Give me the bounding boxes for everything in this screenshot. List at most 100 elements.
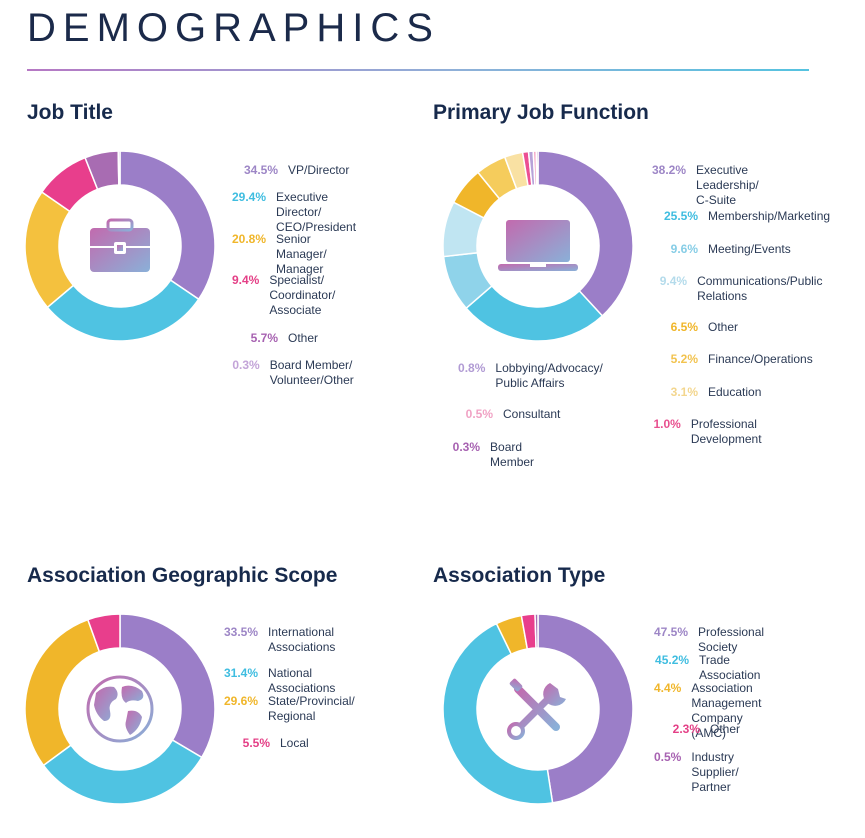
donut-chart-geographic-scope (24, 613, 216, 805)
legend-percent: 34.5% (243, 163, 278, 177)
donut-slice-vp-director (119, 150, 216, 301)
donut-slice-international-associations (119, 613, 216, 759)
legend-label: Professional Society (698, 625, 765, 654)
legend-percent: 9.4% (232, 273, 260, 287)
legend-item-professional-society: 47.5% Professional Society (654, 625, 776, 655)
donut-slice-national-associations (42, 739, 203, 805)
legend-label: Trade Association (699, 653, 761, 682)
legend-label: Lobbying/Advocacy/ Public Affairs (495, 361, 603, 390)
donut-chart-job-title (24, 150, 216, 342)
donut-slice-industry-supplier-partner (534, 613, 539, 649)
legend-item-international-associations: 33.5% International Associations (224, 625, 347, 655)
legend-label: Meeting/Events (708, 242, 791, 256)
legend-percent: 6.5% (670, 320, 698, 334)
legend-item-vp-director: 34.5% VP/Director (232, 163, 349, 178)
title-divider (27, 69, 809, 71)
legend-item-communications-public-relations: 9.4% Communications/Public Relations (652, 274, 833, 304)
legend-item-national-associations: 31.4% National Associations (224, 666, 347, 696)
legend-percent: 5.7% (250, 331, 278, 345)
legend-item-state-provincial-regional: 29.6% State/Provincial/ Regional (224, 694, 367, 724)
legend-item-senior-manager-manager: 20.8% Senior Manager/ Manager (232, 232, 339, 277)
legend-item-lobbying-advocacy-public-affairs: 0.8% Lobbying/Advocacy/ Public Affairs (447, 361, 610, 391)
legend-label: Other (708, 320, 739, 334)
legend-percent: 0.5% (654, 750, 682, 764)
legend-label: VP/Director (288, 163, 350, 177)
legend-percent: 5.5% (242, 736, 270, 750)
legend-label: Professional Development (690, 417, 762, 446)
legend-item-finance-operations: 5.2% Finance/Operations (652, 352, 813, 367)
legend-item-other: 5.7% Other (232, 331, 318, 346)
legend-label: Executive Director/ CEO/President (276, 190, 357, 234)
legend-item-board-member-volunteer-other: 0.3% Board Member/ Volunteer/Other (232, 358, 372, 388)
legend-item-trade-association: 45.2% Trade Association (654, 653, 771, 683)
legend-label: Membership/Marketing (708, 209, 831, 223)
legend-label: National Associations (268, 666, 336, 695)
legend-item-local: 5.5% Local (224, 736, 309, 751)
chart-title-association-type: Association Type (433, 564, 606, 587)
legend-label: Board Member/ Volunteer/Other (269, 358, 354, 387)
legend-percent: 4.4% (654, 681, 682, 695)
legend-label: State/Provincial/ Regional (268, 694, 355, 723)
legend-percent: 0.5% (465, 407, 493, 421)
chart-title-job-title: Job Title (27, 101, 113, 124)
legend-item-meeting-events: 9.6% Meeting/Events (652, 242, 791, 257)
legend-label: Senior Manager/ Manager (276, 232, 327, 276)
legend-percent: 38.2% (652, 163, 687, 177)
donut-slice-board-member-volunteer-other (117, 150, 121, 186)
legend-label: Executive Leadership/ C-Suite (696, 163, 759, 207)
page-title: DEMOGRAPHICS (27, 6, 440, 50)
donut-slice-trade-association (442, 622, 554, 805)
legend-item-membership-marketing: 25.5% Membership/Marketing (652, 209, 830, 224)
legend-percent: 0.3% (452, 440, 481, 454)
legend-item-professional-development: 1.0% Professional Development (652, 417, 779, 447)
legend-percent: 25.5% (663, 209, 698, 223)
legend-item-executive-leadership-c-suite: 38.2% Executive Leadership/ C-Suite (652, 163, 771, 208)
legend-percent: 1.0% (653, 417, 681, 431)
legend-item-board-member: 0.3% Board Member (447, 440, 547, 470)
donut-slice-board-member (535, 150, 539, 186)
donut-slice-local (86, 613, 121, 653)
donut-slice-executive-leadership-c-suite (537, 150, 634, 317)
laptop-icon (498, 220, 578, 271)
legend-percent: 45.2% (655, 653, 690, 667)
legend-label: International Associations (268, 625, 336, 654)
legend-percent: 20.8% (232, 232, 267, 246)
legend-item-consultant: 0.5% Consultant (447, 407, 561, 422)
legend-label: Association Management Company (AMC) (691, 681, 762, 740)
legend-percent: 31.4% (224, 666, 259, 680)
legend-percent: 33.5% (224, 625, 259, 639)
legend-label: Local (280, 736, 309, 750)
donut-slice-professional-society (537, 613, 634, 804)
legend-percent: 9.4% (659, 274, 688, 288)
legend-label: Other (288, 331, 319, 345)
legend-item-other: 2.3% Other (654, 722, 740, 737)
legend-label: Other (710, 722, 741, 736)
legend-percent: 29.6% (224, 694, 259, 708)
legend-label: Education (708, 385, 762, 399)
legend-percent: 9.6% (670, 242, 698, 256)
legend-percent: 5.2% (670, 352, 698, 366)
chart-title-primary-job-function: Primary Job Function (433, 101, 649, 124)
donut-hole (60, 649, 180, 769)
legend-percent: 0.8% (458, 361, 486, 375)
legend-label: Specialist/ Coordinator/ Associate (269, 273, 336, 317)
legend-percent: 3.1% (670, 385, 698, 399)
legend-percent: 2.3% (672, 722, 700, 736)
legend-percent: 47.5% (654, 625, 689, 639)
chart-title-geographic-scope: Association Geographic Scope (27, 564, 338, 587)
legend-percent: 0.3% (232, 358, 260, 372)
globe-icon (86, 675, 154, 743)
legend-percent: 29.4% (232, 190, 267, 204)
legend-item-industry-supplier-partner: 0.5% Industry Supplier/ Partner (654, 750, 757, 795)
legend-label: Finance/Operations (708, 352, 813, 366)
legend-label: Industry Supplier/ Partner (691, 750, 739, 794)
legend-item-education: 3.1% Education (652, 385, 762, 400)
legend-item-association-management-company-amc: 4.4% Association Management Company (AMC) (654, 681, 780, 741)
legend-item-other: 6.5% Other (652, 320, 738, 335)
tools-icon (507, 678, 566, 740)
briefcase-icon (90, 218, 150, 272)
donut-chart-primary-job-function (442, 150, 634, 342)
legend-item-executive-director-ceo-president: 29.4% Executive Director/ CEO/President (232, 190, 368, 235)
donut-chart-association-type (442, 613, 634, 805)
legend-label: Communications/Public Relations (697, 274, 823, 303)
